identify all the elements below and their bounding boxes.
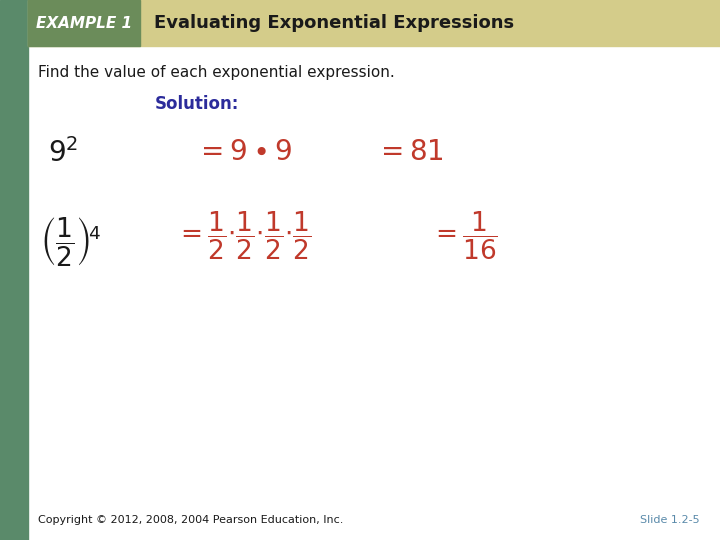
Text: Copyright © 2012, 2008, 2004 Pearson Education, Inc.: Copyright © 2012, 2008, 2004 Pearson Edu… — [38, 515, 343, 525]
Text: $=\dfrac{1}{16}$: $=\dfrac{1}{16}$ — [430, 210, 498, 262]
Bar — [28, 0, 720, 46]
Text: Slide 1.2-5: Slide 1.2-5 — [640, 515, 700, 525]
Text: $9^2$: $9^2$ — [48, 138, 78, 168]
Text: EXAMPLE 1: EXAMPLE 1 — [36, 16, 132, 30]
Bar — [0, 0, 28, 540]
Text: Evaluating Exponential Expressions: Evaluating Exponential Expressions — [154, 14, 514, 32]
Text: Find the value of each exponential expression.: Find the value of each exponential expre… — [38, 65, 395, 80]
Bar — [28, 0, 140, 46]
Text: $= 81$: $= 81$ — [375, 138, 444, 166]
Text: Solution:: Solution: — [155, 95, 239, 113]
Text: $=\dfrac{1}{2}{\cdot}\dfrac{1}{2}{\cdot}\dfrac{1}{2}{\cdot}\dfrac{1}{2}$: $=\dfrac{1}{2}{\cdot}\dfrac{1}{2}{\cdot}… — [175, 210, 312, 262]
Text: $= 9 \bullet 9$: $= 9 \bullet 9$ — [195, 138, 292, 166]
Text: $\left(\dfrac{1}{2}\right)^{\!4}$: $\left(\dfrac{1}{2}\right)^{\!4}$ — [40, 215, 101, 268]
